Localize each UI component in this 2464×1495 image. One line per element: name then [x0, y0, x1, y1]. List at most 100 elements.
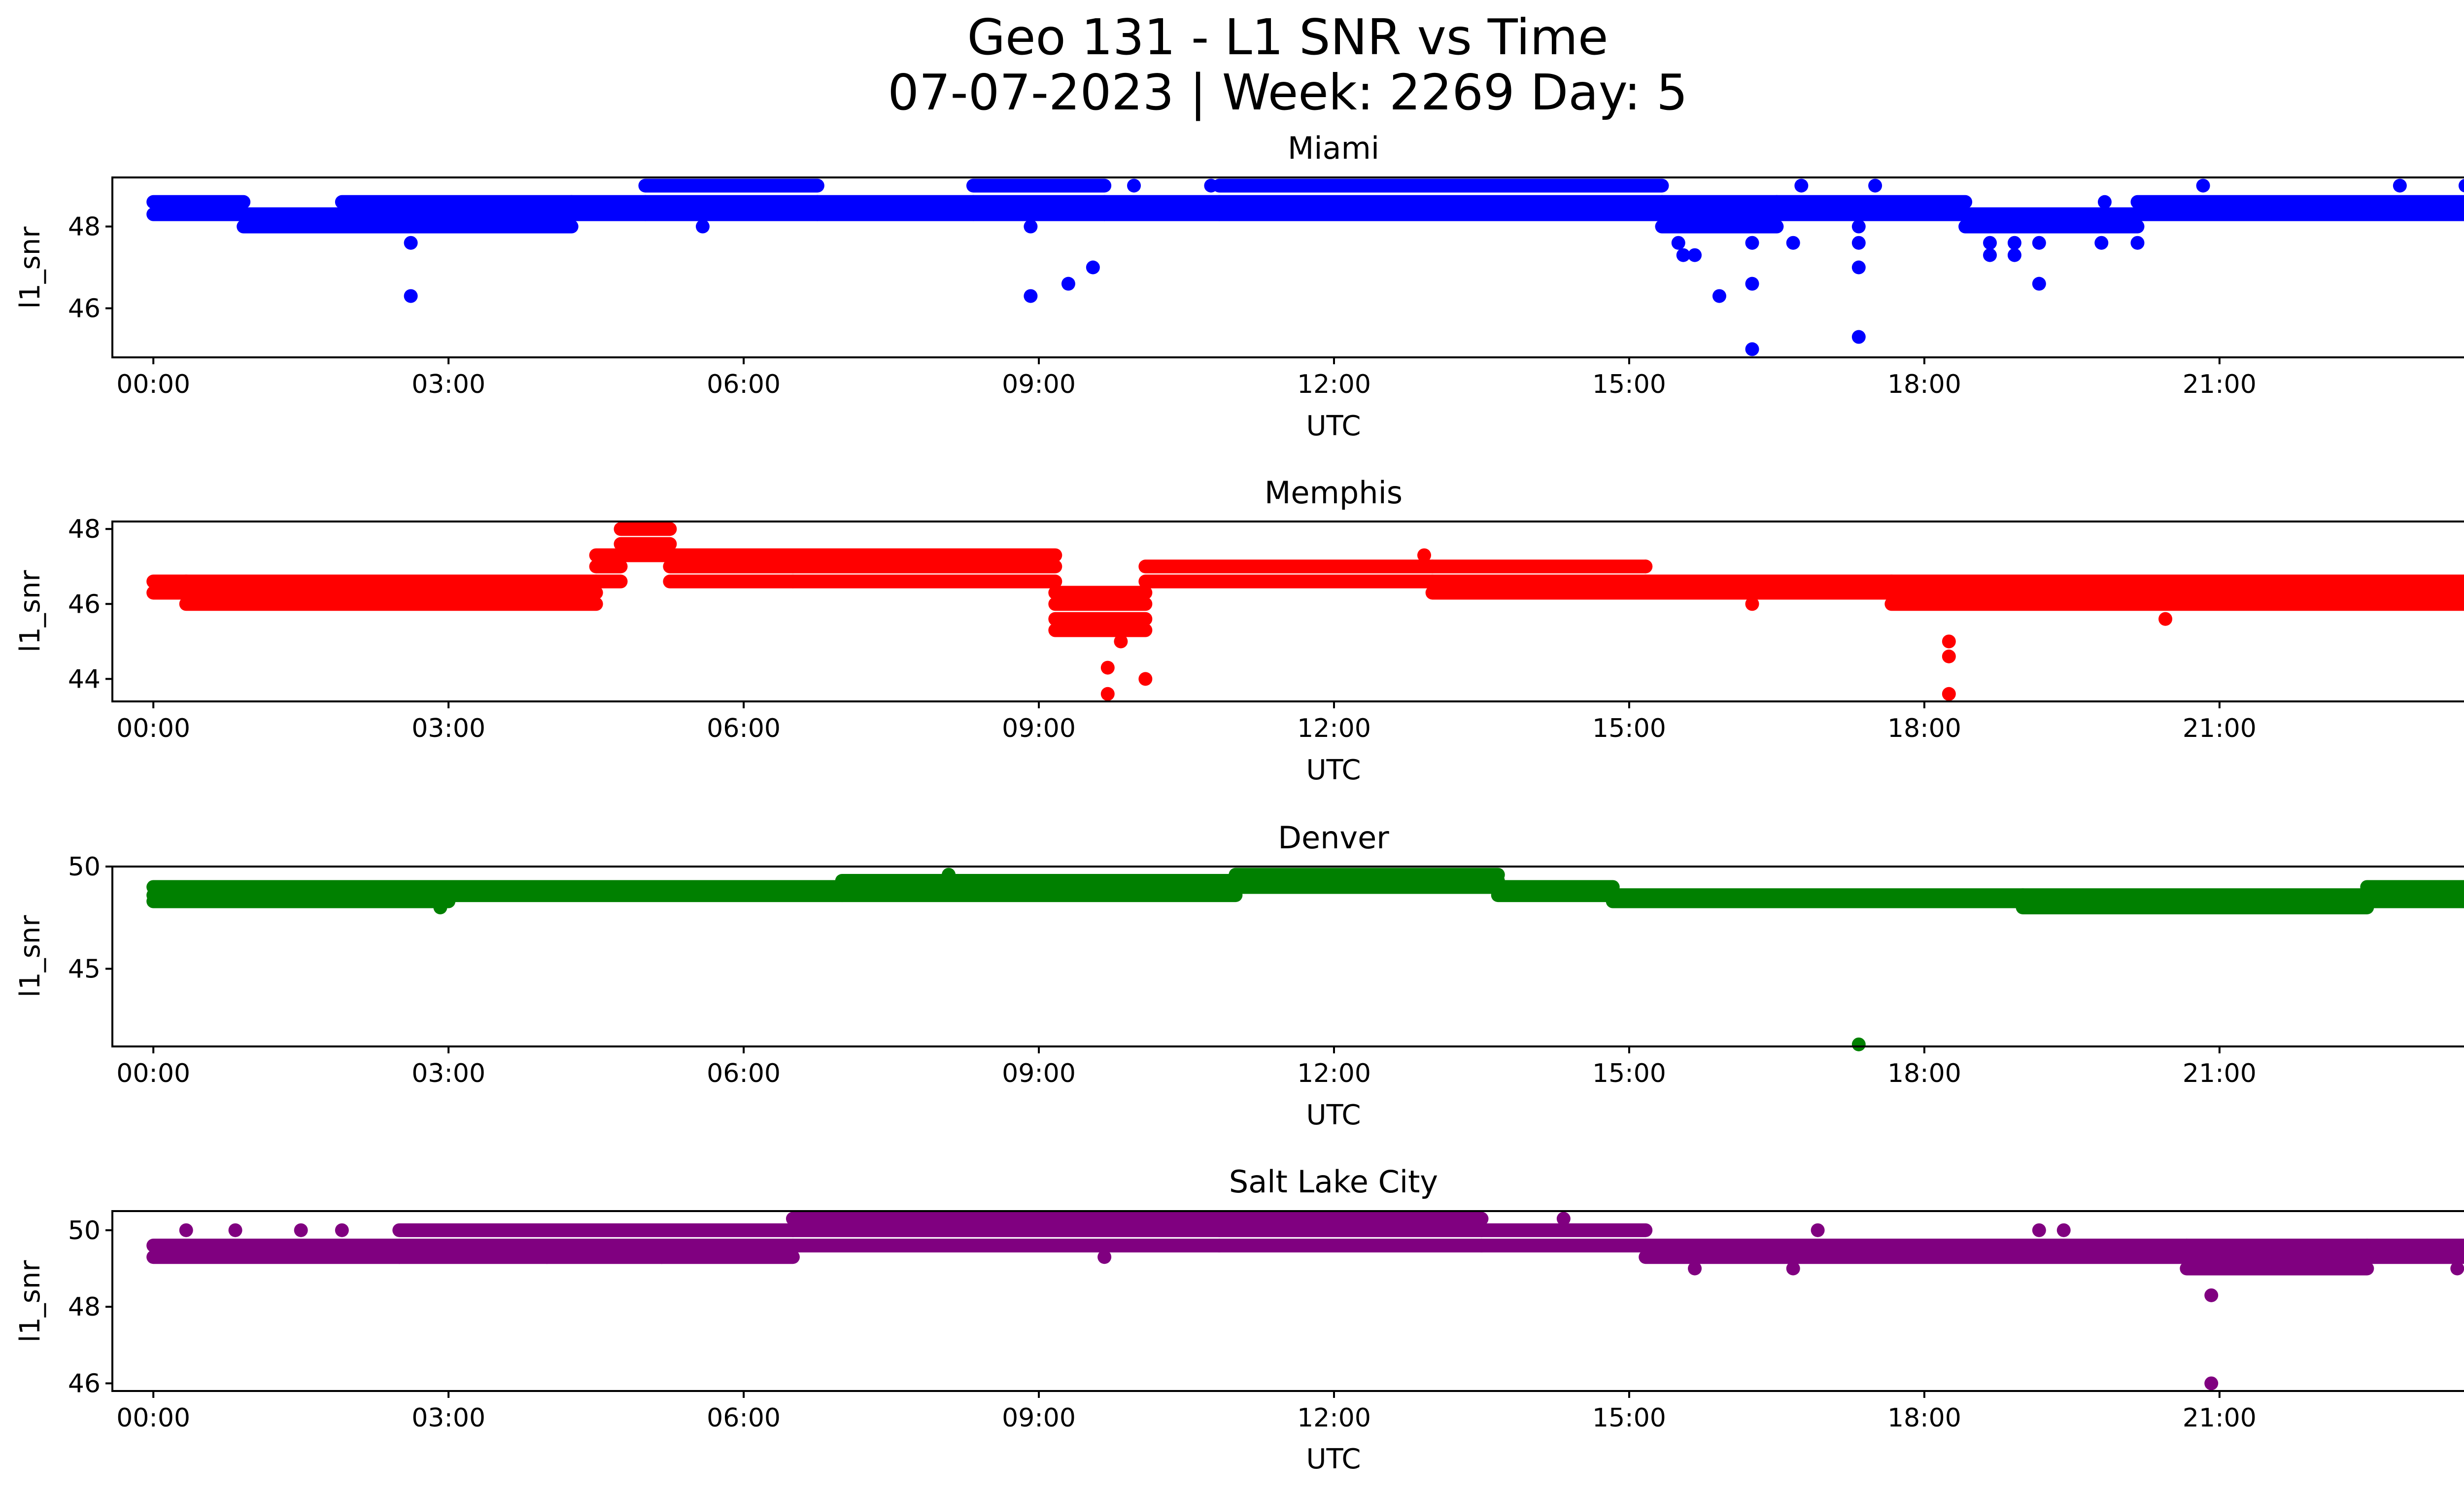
data-band: [1425, 586, 1653, 600]
data-band: [146, 880, 456, 894]
data-band: [1138, 559, 1439, 574]
x-tick-label: 12:00: [1297, 1403, 1371, 1433]
data-point: [2032, 1223, 2046, 1237]
data-band: [1097, 207, 1227, 221]
y-axis-label: l1_snr: [14, 570, 46, 653]
data-point: [1745, 236, 1759, 250]
y-axis-label: l1_snr: [14, 1260, 46, 1343]
data-band: [1770, 207, 1973, 221]
data-band: [663, 548, 800, 562]
data-band: [2360, 1250, 2464, 1264]
x-tick-label: 15:00: [1592, 1059, 1666, 1088]
data-point: [1712, 219, 1726, 234]
data-band: [2360, 1238, 2464, 1252]
data-band: [335, 219, 579, 234]
x-tick-label: 15:00: [1592, 1403, 1666, 1433]
data-band: [1138, 574, 1439, 589]
data-point: [1745, 277, 1759, 291]
x-tick-label: 21:00: [2183, 370, 2257, 399]
data-point: [1983, 236, 1997, 250]
data-band: [786, 1238, 1227, 1252]
data-point: [1097, 1250, 1112, 1264]
data-band: [1212, 1238, 1489, 1252]
data-point: [1100, 687, 1115, 701]
x-tick-label: 00:00: [116, 1403, 190, 1433]
data-band: [335, 195, 579, 209]
data-band: [392, 1238, 800, 1252]
data-band: [392, 1250, 800, 1264]
y-tick-label: 46: [68, 1369, 101, 1398]
data-band: [1212, 195, 1669, 209]
data-band: [810, 195, 980, 209]
data-point: [1086, 260, 1100, 275]
x-tick-label: 06:00: [707, 1059, 781, 1088]
data-band: [2360, 880, 2464, 894]
data-point: [1204, 178, 1218, 193]
data-band: [1212, 1223, 1489, 1237]
data-point: [335, 1223, 349, 1237]
data-band: [1474, 1238, 1653, 1252]
x-tick-label: 18:00: [1887, 1403, 1961, 1433]
data-point: [1851, 330, 1866, 344]
data-point: [228, 1223, 242, 1237]
x-tick-label: 03:00: [411, 714, 485, 743]
data-band: [2180, 1250, 2374, 1264]
data-band: [1229, 868, 1505, 882]
data-band: [786, 1212, 1227, 1226]
data-point: [2032, 277, 2046, 291]
data-point: [2393, 178, 2407, 193]
panel-title: Miami: [1288, 130, 1379, 166]
data-point: [1942, 649, 1956, 663]
data-point: [1851, 260, 1866, 275]
x-tick-label: 09:00: [1002, 714, 1076, 743]
data-band: [1097, 195, 1227, 209]
y-axis-label: l1_snr: [14, 915, 46, 998]
data-point: [1811, 1223, 1825, 1237]
data-point: [1417, 548, 1432, 562]
data-band: [1639, 1250, 2194, 1264]
data-band: [1639, 586, 1899, 600]
plot-area: 00:00 03:00 06:00 09:00 12:00 15:00 18:00 21:00…: [68, 852, 2464, 1088]
panel-title: Salt Lake City: [1229, 1164, 1438, 1200]
data-band: [614, 522, 677, 536]
y-axis-label: l1_snr: [14, 226, 46, 309]
data-band: [1884, 597, 2464, 611]
data-point: [1786, 236, 1800, 250]
data-band: [786, 559, 1062, 574]
data-point: [294, 1223, 308, 1237]
data-band: [1212, 178, 1669, 193]
data-point: [1061, 277, 1075, 291]
data-point: [2130, 236, 2145, 250]
data-band: [564, 207, 652, 221]
data-band: [179, 574, 603, 589]
data-band: [146, 195, 251, 209]
x-tick-label: 21:00: [2183, 714, 2257, 743]
data-band: [2130, 207, 2464, 221]
data-point: [654, 1250, 669, 1264]
x-tick-label: 21:00: [2183, 1403, 2257, 1433]
data-point: [179, 1223, 193, 1237]
data-point: [1745, 597, 1759, 611]
data-point: [1138, 672, 1153, 686]
data-band: [663, 559, 800, 574]
data-point: [2450, 1261, 2464, 1276]
data-band: [2180, 1261, 2374, 1276]
data-band: [1491, 880, 1620, 894]
x-axis-label: UTC: [1306, 754, 1361, 786]
data-band: [1425, 574, 1653, 589]
data-point: [2158, 612, 2173, 626]
data-band: [2130, 195, 2464, 209]
data-band: [1958, 207, 2145, 221]
panel-denver: Denver l1_snr UTC 00:00 03:00 06:00 09:00 12…: [14, 820, 2464, 1131]
y-tick-label: 44: [68, 664, 101, 694]
data-band: [1048, 612, 1153, 626]
figure-title-line-1: Geo 131 - L1 SNR vs Time: [967, 8, 1608, 66]
x-tick-label: 18:00: [1887, 714, 1961, 743]
axes-frame: [111, 521, 2464, 702]
panel-memphis: Memphis l1_snr UTC 00:00 03:00 06:00 09:00 1…: [14, 475, 2464, 786]
data-point: [2097, 195, 2112, 209]
figure-title-line-2: 07-07-2023 | Week: 2269 Day: 5: [888, 64, 1687, 121]
data-band: [835, 874, 1243, 888]
data-band: [1425, 559, 1653, 574]
data-band: [146, 1250, 407, 1264]
